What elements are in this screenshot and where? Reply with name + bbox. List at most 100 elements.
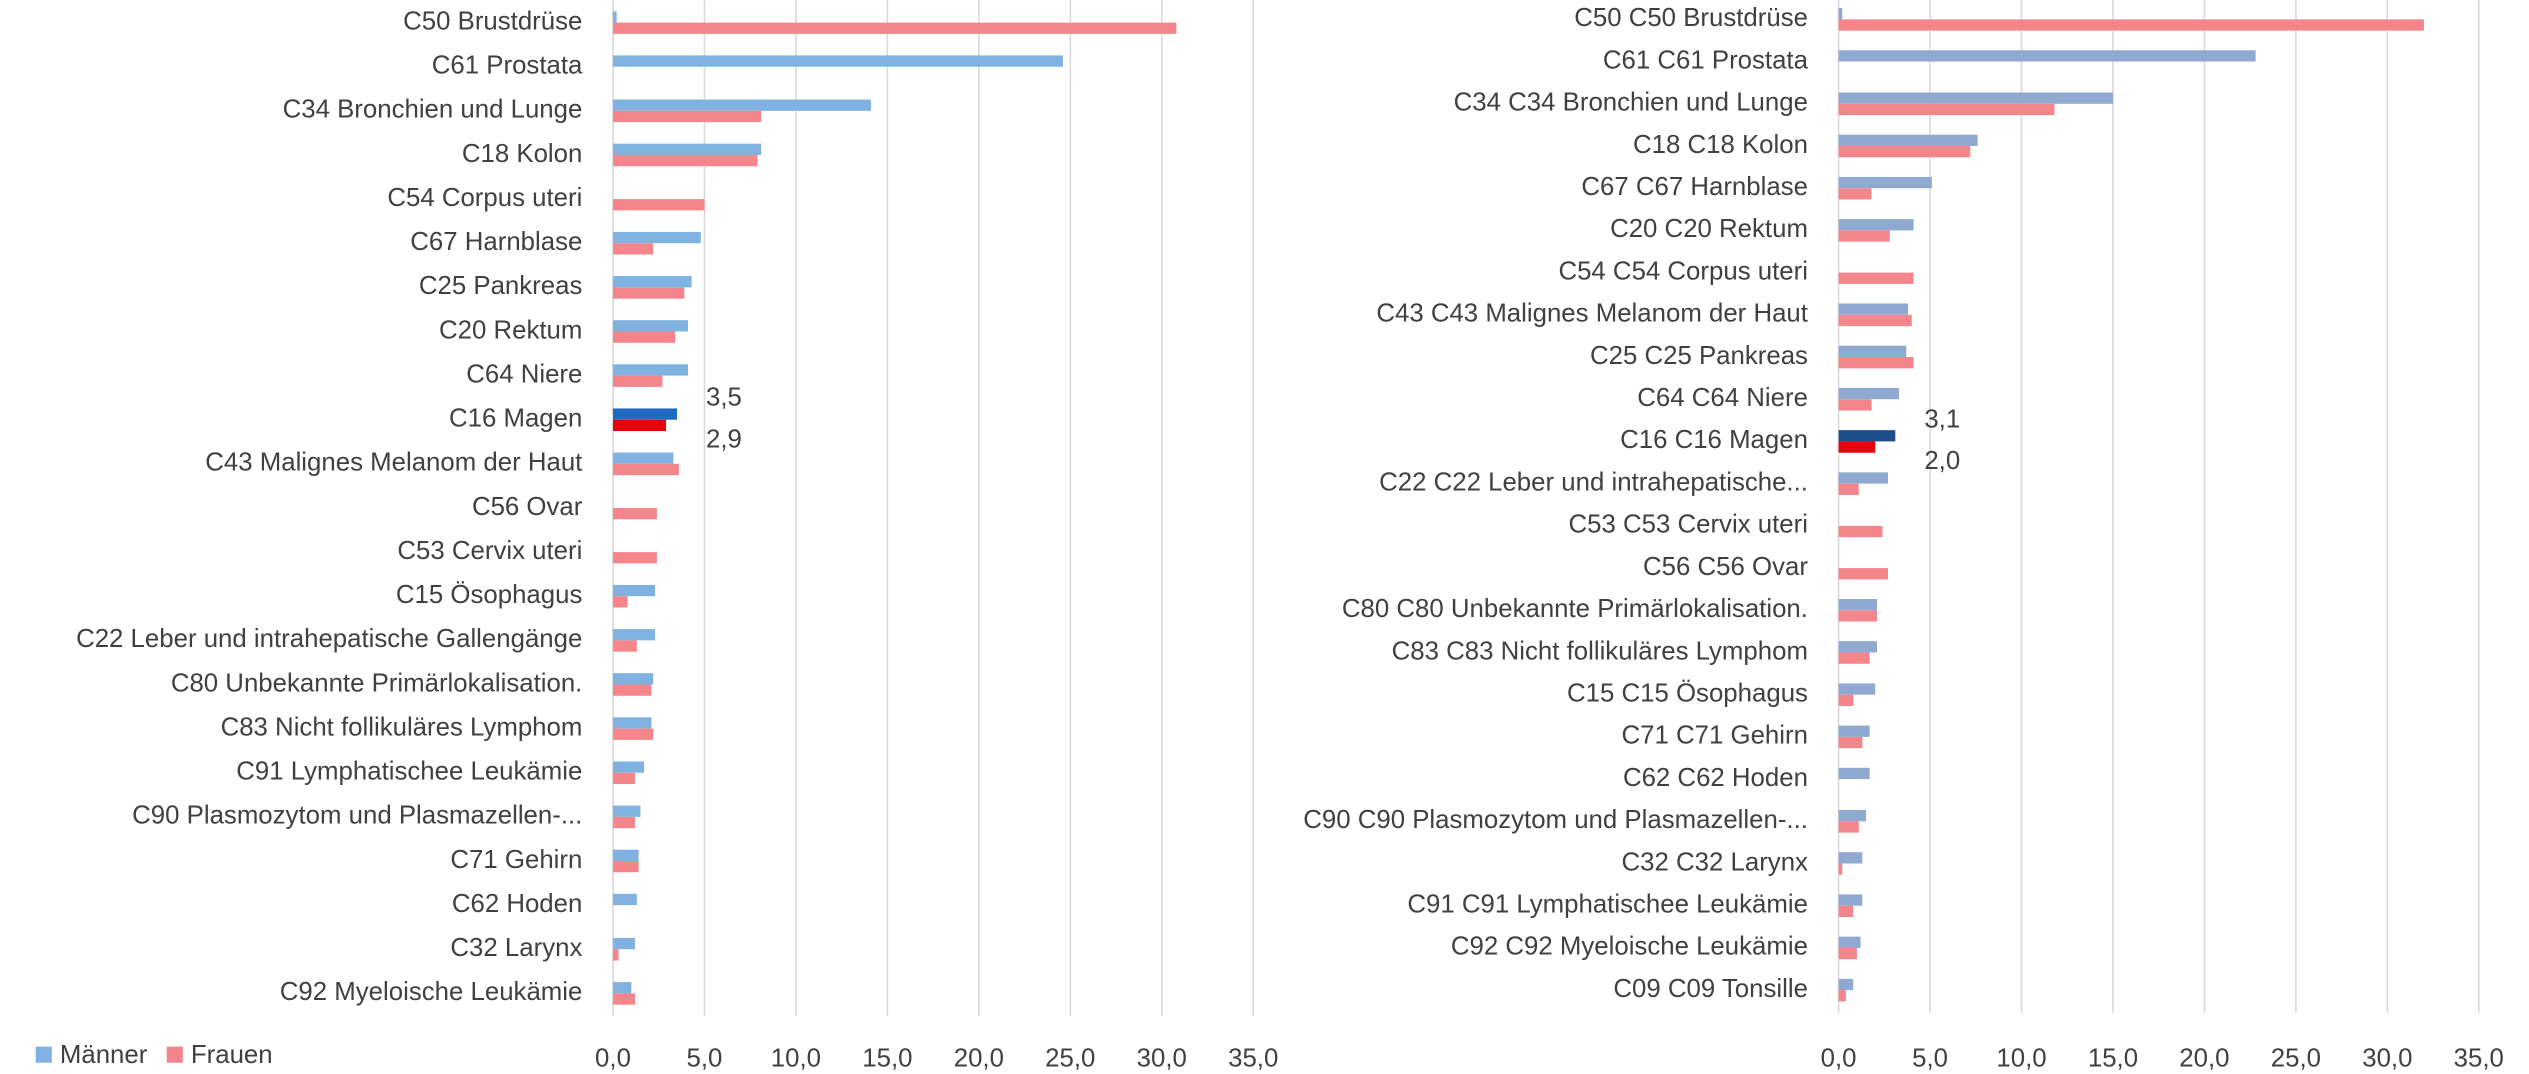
category-label: C34 Bronchien und Lunge (283, 96, 583, 124)
bar (613, 507, 657, 520)
x-tick-label: 25,0 (2271, 1044, 2321, 1072)
bar (613, 640, 637, 652)
category-label: C62 Hoden (452, 890, 583, 918)
bar (613, 55, 1063, 67)
bar (1838, 725, 1870, 737)
data-label: 2,0 (1924, 447, 1960, 475)
bar (1838, 357, 1914, 369)
bar (1838, 947, 1857, 960)
bar (1838, 641, 1878, 653)
category-label: C61 C61 Prostata (1603, 46, 1809, 74)
bar (613, 893, 637, 906)
bar (613, 849, 639, 861)
bar (613, 463, 679, 476)
bar (613, 331, 676, 343)
category-label: C22 Leber und intrahepatische Gallengäng… (76, 625, 582, 653)
bar (1838, 472, 1888, 484)
bar (613, 584, 656, 597)
bar (613, 717, 652, 729)
bar (613, 805, 641, 817)
bar (613, 552, 657, 564)
category-label: C43 Malignes Melanom der Haut (205, 449, 582, 477)
category-label: C18 Kolon (462, 140, 582, 168)
bar (613, 761, 645, 773)
bar (613, 629, 656, 641)
legend-swatch (166, 1046, 183, 1063)
bar (1838, 652, 1870, 664)
category-label: C53 Cervix uteri (397, 537, 582, 565)
bar (1838, 736, 1863, 749)
category-label: C64 Niere (466, 360, 582, 388)
bar (613, 596, 628, 608)
category-label: C32 Larynx (450, 934, 582, 962)
bar (613, 949, 619, 961)
bar (1838, 598, 1878, 611)
category-label: C71 C71 Gehirn (1622, 722, 1808, 750)
x-tick-label: 20,0 (954, 1044, 1004, 1072)
x-tick-label: 10,0 (771, 1044, 821, 1072)
bar (613, 364, 689, 376)
category-label: C56 C56 Ovar (1643, 553, 1808, 581)
category-label: C92 C92 Myeloische Leukämie (1451, 933, 1808, 961)
bar (613, 982, 632, 994)
bar (613, 772, 635, 785)
bar (1838, 990, 1846, 1002)
bar (1838, 314, 1912, 327)
bar (1838, 134, 1978, 146)
x-tick-label: 5,0 (687, 1044, 723, 1072)
bar (1838, 92, 2113, 104)
bar (613, 816, 635, 829)
x-tick-label: 20,0 (2179, 1044, 2229, 1072)
bar (1838, 19, 2424, 31)
legend-label: Männer (60, 1041, 148, 1069)
bar (1838, 345, 1907, 358)
data-label: 2,9 (706, 425, 742, 453)
legend-label: Frauen (191, 1041, 273, 1069)
bar (613, 419, 667, 432)
bar (613, 11, 617, 23)
bar (1838, 8, 1843, 20)
bar (613, 320, 689, 332)
category-label: C83 Nicht follikuläres Lymphom (221, 713, 583, 741)
bar (613, 143, 762, 155)
category-label: C54 C54 Corpus uteri (1558, 257, 1807, 285)
bar (613, 375, 663, 387)
category-label: C80 Unbekannte Primärlokalisation. (171, 669, 583, 697)
x-tick-label: 5,0 (1912, 1044, 1948, 1072)
category-label: C22 C22 Leber und intrahepatische... (1379, 468, 1808, 496)
bar (1838, 852, 1863, 864)
category-label: C16 Magen (449, 405, 582, 433)
category-label: C91 Lymphatischee Leukämie (236, 758, 582, 786)
bar (1838, 694, 1854, 706)
bar (1838, 50, 2256, 62)
bar (1838, 894, 1863, 906)
category-label: C15 Ösophagus (396, 581, 582, 609)
bar (1838, 272, 1914, 284)
bar (613, 408, 678, 420)
data-label: 3,1 (1924, 405, 1960, 433)
x-tick-label: 35,0 (1228, 1044, 1278, 1072)
bar (613, 243, 654, 255)
bar (1838, 525, 1883, 538)
x-tick-label: 10,0 (1996, 1044, 2046, 1072)
data-label: 3,5 (706, 384, 742, 412)
bar (1838, 145, 1971, 158)
category-label: C90 C90 Plasmozytom und Plasmazellen-... (1303, 806, 1808, 834)
bar (1838, 905, 1854, 918)
bar (1838, 978, 1854, 991)
category-label: C92 Myeloische Leukämie (280, 978, 583, 1006)
bar (1838, 188, 1872, 200)
category-label: C16 C16 Magen (1620, 426, 1808, 454)
category-label: C54 Corpus uteri (387, 184, 582, 212)
x-tick-label: 15,0 (862, 1044, 912, 1072)
category-label: C20 C20 Rektum (1610, 215, 1808, 243)
bar (613, 99, 871, 111)
bar (613, 728, 654, 740)
category-label: C61 Prostata (432, 52, 583, 80)
bar (613, 452, 674, 464)
bar (1838, 863, 1843, 875)
x-tick-label: 30,0 (2362, 1044, 2412, 1072)
bar (613, 684, 652, 696)
bar (613, 673, 654, 685)
